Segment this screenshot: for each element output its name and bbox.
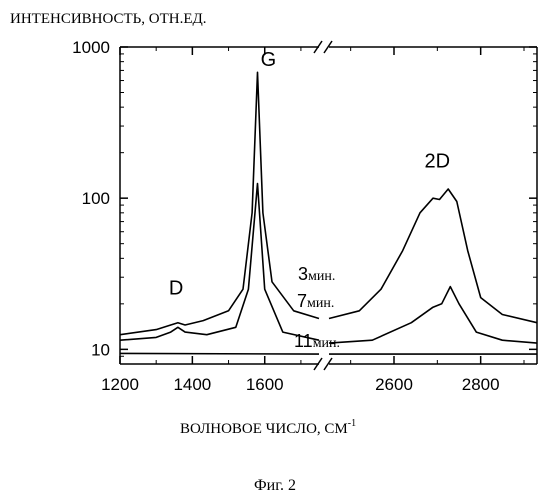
x-tick-label: 1400 xyxy=(173,375,211,394)
x-axis-title-main: ВОЛНОВОЕ ЧИСЛО, СМ xyxy=(180,421,348,437)
series-2 xyxy=(120,184,537,344)
x-tick-label: 1200 xyxy=(101,375,139,394)
series-line-2-part-1 xyxy=(120,184,319,341)
y-axis-title: ИНТЕНСИВНОСТЬ, ОТН.ЕД. xyxy=(10,11,207,27)
y-tick-label: 10 xyxy=(91,340,110,359)
y-tick-label: 1000 xyxy=(72,38,110,57)
series-label: 7мин. xyxy=(297,291,334,311)
y-tick-label: 100 xyxy=(82,189,110,208)
series-label: 11мин. xyxy=(294,331,340,351)
peak-label: G xyxy=(261,49,277,71)
series-3 xyxy=(120,353,537,354)
series-label-unit: мин. xyxy=(307,296,334,311)
peak-label: 2D xyxy=(425,150,451,172)
series-label-number: 11 xyxy=(294,331,313,351)
series-line-1-part-2 xyxy=(329,189,537,323)
x-tick-label: 2600 xyxy=(375,375,413,394)
x-tick-label: 2800 xyxy=(462,375,500,394)
series-label: 3мин. xyxy=(298,264,335,284)
series-label-number: 7 xyxy=(297,291,307,311)
series-line-3-part-1 xyxy=(120,353,319,354)
figure-caption: Фиг. 2 xyxy=(254,477,296,494)
x-tick-label: 1600 xyxy=(246,375,284,394)
peak-label: D xyxy=(169,278,183,300)
x-axis-title-superscript: -1 xyxy=(348,418,356,429)
series-label-unit: мин. xyxy=(313,336,340,351)
series-line-1-part-1 xyxy=(120,72,319,334)
x-axis-title: ВОЛНОВОЕ ЧИСЛО, СМ-1 xyxy=(180,418,356,437)
series-label-unit: мин. xyxy=(308,269,335,284)
series-label-number: 3 xyxy=(298,264,308,284)
